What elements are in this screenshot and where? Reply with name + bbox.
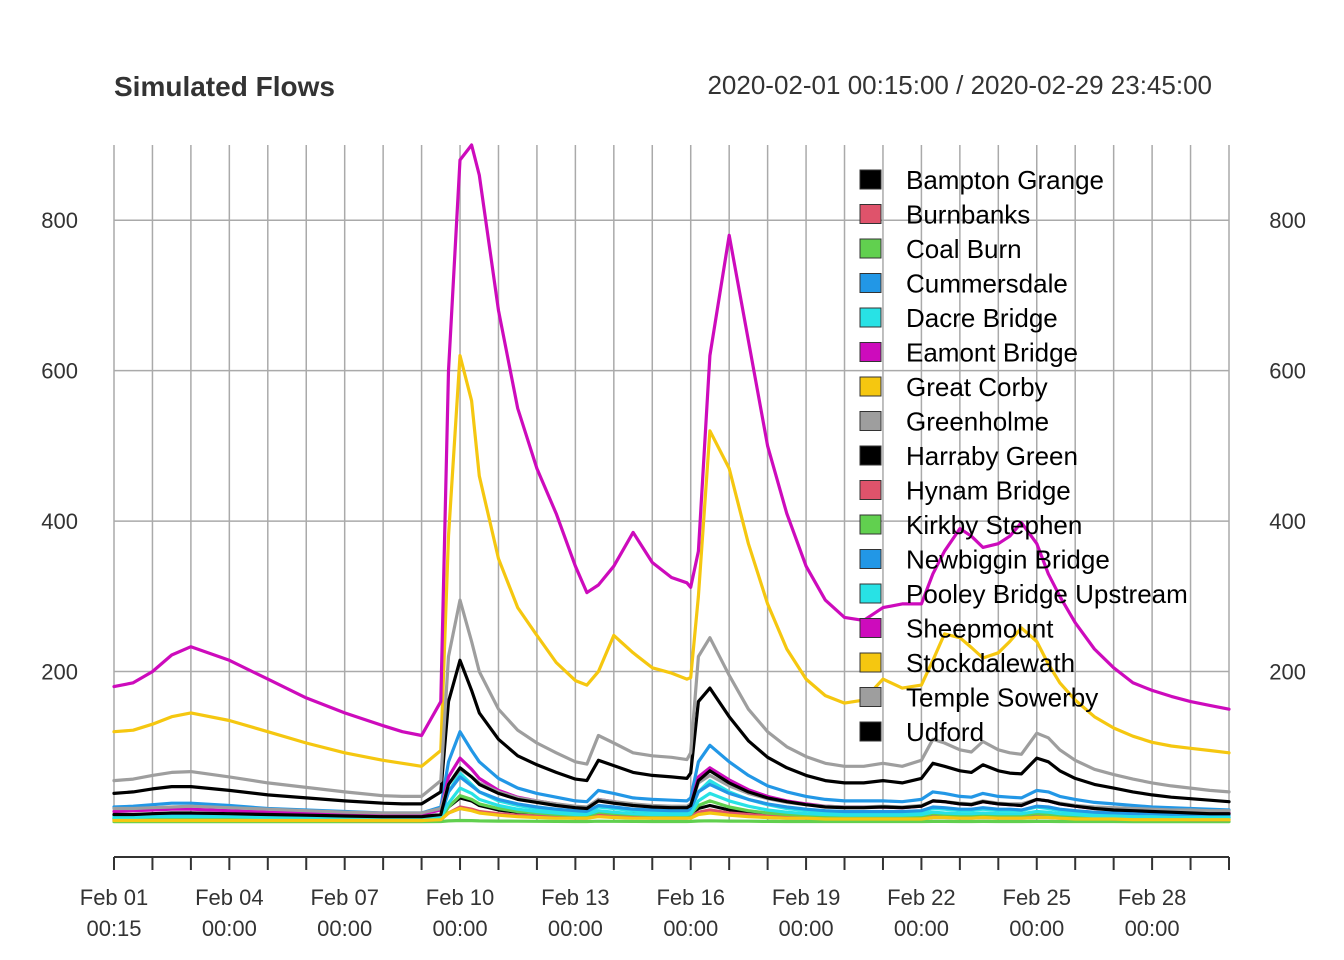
legend-item[interactable]: Pooley Bridge Upstream (859, 579, 1188, 609)
legend-item[interactable]: Greenholme (859, 407, 1049, 437)
legend-label: Newbiggin Bridge (906, 545, 1110, 575)
series-line-udford (112, 766, 1231, 819)
y-tick-label-right: 400 (1269, 509, 1306, 534)
x-tick-label-time: 00:00 (663, 916, 718, 941)
legend-item[interactable]: Cummersdale (859, 269, 1068, 299)
legend-swatch (859, 376, 882, 397)
x-tick-label-time: 00:00 (548, 916, 603, 941)
legend[interactable]: Bampton Grange Burnbanks Coal Burn Cummersd… (859, 165, 1188, 747)
legend-label: Temple Sowerby (906, 683, 1098, 713)
x-tick-label-date: Feb 19 (772, 885, 841, 910)
legend-swatch (859, 307, 882, 328)
series-line-stockdalewath (112, 806, 1231, 823)
legend-label: Udford (906, 717, 984, 747)
legend-item[interactable]: Coal Burn (859, 234, 1022, 264)
x-tick-label-time: 00:00 (1125, 916, 1180, 941)
legend-item[interactable]: Sheepmount (859, 614, 1054, 644)
legend-item[interactable]: Great Corby (859, 372, 1048, 402)
legend-swatch (859, 169, 882, 190)
chart-title: Simulated Flows (114, 71, 335, 102)
y-tick-label-right: 800 (1269, 208, 1306, 233)
legend-item[interactable]: Burnbanks (859, 200, 1030, 230)
x-tick-label-date: Feb 25 (1003, 885, 1072, 910)
legend-item[interactable]: Kirkby Stephen (859, 510, 1082, 540)
series-line-harraby-green (112, 658, 1231, 806)
legend-swatch (859, 273, 882, 293)
legend-item[interactable]: Harraby Green (859, 441, 1078, 471)
legend-item[interactable]: Temple Sowerby (859, 683, 1098, 713)
legend-item[interactable]: Bampton Grange (859, 165, 1104, 195)
x-tick-label-date: Feb 13 (541, 885, 610, 910)
x-tick-label-date: Feb 10 (426, 885, 495, 910)
y-tick-label-right: 200 (1269, 660, 1306, 685)
legend-item[interactable]: Stockdalewath (859, 648, 1075, 678)
legend-label: Dacre Bridge (906, 303, 1058, 333)
legend-swatch (859, 480, 882, 500)
legend-label: Burnbanks (906, 200, 1030, 230)
legend-item[interactable]: Newbiggin Bridge (859, 545, 1110, 575)
legend-label: Eamont Bridge (906, 338, 1078, 368)
legend-label: Stockdalewath (906, 648, 1075, 678)
legend-swatch (859, 342, 882, 362)
series-line-great-corby (112, 354, 1231, 768)
legend-label: Greenholme (906, 407, 1049, 437)
y-tick-label-left: 200 (41, 660, 78, 685)
x-tick-label-time: 00:00 (779, 916, 834, 941)
date-range-label: 2020-02-01 00:15:00 / 2020-02-29 23:45:0… (707, 70, 1212, 100)
legend-swatch (859, 411, 882, 431)
legend-swatch (859, 549, 882, 569)
legend-item[interactable]: Udford (859, 717, 984, 747)
legend-item[interactable]: Dacre Bridge (859, 303, 1058, 333)
legend-label: Sheepmount (906, 614, 1054, 644)
x-tick-label-time: 00:00 (202, 916, 257, 941)
x-tick-label-time: 00:15 (86, 916, 141, 941)
legend-item[interactable]: Eamont Bridge (859, 338, 1078, 368)
legend-label: Hynam Bridge (906, 476, 1071, 506)
x-tick-label-date: Feb 04 (195, 885, 264, 910)
legend-label: Pooley Bridge Upstream (906, 579, 1188, 609)
x-tick-label-date: Feb 07 (310, 885, 379, 910)
legend-swatch (859, 583, 882, 604)
series-layer (112, 143, 1231, 824)
y-tick-label-left: 400 (41, 509, 78, 534)
series-line-temple-sowerby (112, 598, 1231, 799)
x-tick-label-time: 00:00 (317, 916, 372, 941)
x-tick-label-time: 00:00 (433, 916, 488, 941)
x-tick-label-time: 00:00 (1009, 916, 1064, 941)
y-tick-label-left: 800 (41, 208, 78, 233)
series-line-sheepmount (112, 143, 1231, 738)
x-tick-label-time: 00:00 (894, 916, 949, 941)
legend-swatch (859, 204, 882, 224)
legend-swatch (859, 238, 882, 259)
legend-swatch (859, 721, 882, 742)
axis-layer: 200 200 400 400 600 600 800 800 Feb 01 00:15 Feb 0… (41, 208, 1306, 941)
legend-swatch (859, 687, 882, 707)
legend-swatch (859, 618, 882, 638)
legend-label: Coal Burn (906, 234, 1022, 264)
legend-swatch (859, 445, 882, 466)
legend-label: Kirkby Stephen (906, 510, 1082, 540)
legend-swatch (859, 652, 882, 673)
x-tick-label-date: Feb 28 (1118, 885, 1187, 910)
y-tick-label-left: 600 (41, 359, 78, 384)
legend-item[interactable]: Hynam Bridge (859, 476, 1071, 506)
legend-label: Cummersdale (906, 269, 1068, 299)
x-tick-label-date: Feb 01 (80, 885, 149, 910)
legend-label: Harraby Green (906, 441, 1078, 471)
legend-label: Bampton Grange (906, 165, 1104, 195)
y-tick-label-right: 600 (1269, 359, 1306, 384)
legend-label: Great Corby (906, 372, 1048, 402)
x-tick-label-date: Feb 16 (656, 885, 725, 910)
x-tick-label-date: Feb 22 (887, 885, 956, 910)
legend-swatch (859, 514, 882, 535)
